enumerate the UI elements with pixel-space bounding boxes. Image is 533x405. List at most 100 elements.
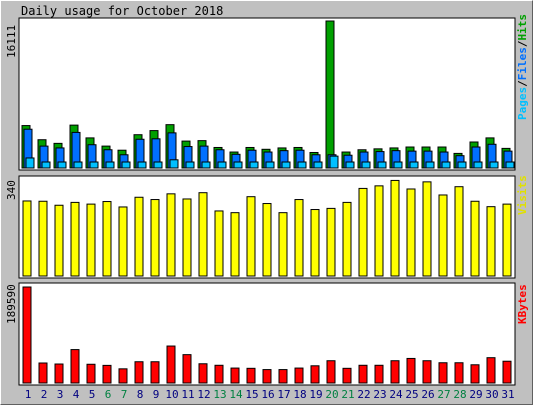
visits-bar xyxy=(134,196,144,277)
day-label: 15 xyxy=(245,388,258,401)
day-label: 16 xyxy=(261,388,274,401)
pages-bar xyxy=(153,161,163,169)
kbytes-bar xyxy=(422,360,432,384)
visits-bar xyxy=(118,206,128,277)
visits-bar xyxy=(390,179,400,277)
day-label: 10 xyxy=(165,388,178,401)
visits-bar xyxy=(102,201,112,277)
legend-hits: Hits xyxy=(516,14,529,41)
visits-bar xyxy=(278,212,288,277)
pages-bar xyxy=(345,161,355,169)
day-label: 22 xyxy=(357,388,370,401)
kbytes-bar xyxy=(454,362,464,384)
kbytes-bar xyxy=(118,368,128,384)
kbytes-bar xyxy=(102,364,112,384)
kbytes-bar xyxy=(470,364,480,384)
day-label: 29 xyxy=(469,388,482,401)
kbytes-bar xyxy=(374,364,384,384)
day-label: 23 xyxy=(373,388,386,401)
pages-bar xyxy=(217,161,227,169)
kbytes-bar xyxy=(214,364,224,384)
visits-bar xyxy=(342,201,352,277)
visits-bar xyxy=(166,193,176,277)
day-label: 14 xyxy=(229,388,243,401)
kbytes-bar xyxy=(54,363,64,384)
hits-legend: Pages/Files/Hits xyxy=(516,14,529,120)
visits-bar xyxy=(22,200,32,277)
pages-bar xyxy=(121,161,131,169)
pages-bar xyxy=(457,161,467,169)
kbytes-panel xyxy=(18,282,516,386)
visits-bar xyxy=(486,206,496,277)
legend-files: Files xyxy=(516,47,529,80)
pages-bar xyxy=(489,161,499,169)
kbytes-bar xyxy=(502,360,512,384)
pages-bar xyxy=(473,161,483,169)
day-label: 5 xyxy=(89,388,96,401)
day-label: 11 xyxy=(181,388,194,401)
day-label: 27 xyxy=(437,388,450,401)
pages-bar xyxy=(169,159,179,169)
pages-bar xyxy=(393,161,403,169)
day-label: 6 xyxy=(105,388,112,401)
kbytes-bar xyxy=(390,360,400,384)
hits-ymax-label: 16111 xyxy=(5,25,18,58)
pages-bar xyxy=(377,161,387,169)
kbytes-bar xyxy=(486,357,496,384)
day-label: 9 xyxy=(153,388,160,401)
pages-bar xyxy=(185,161,195,169)
day-label: 31 xyxy=(501,388,514,401)
pages-bar xyxy=(233,161,243,169)
pages-bar xyxy=(505,161,515,169)
visits-bar xyxy=(54,204,64,277)
pages-bar xyxy=(249,161,259,169)
visits-bar xyxy=(70,201,80,277)
kbytes-bar xyxy=(182,354,192,384)
day-label: 1 xyxy=(25,388,32,401)
kbytes-bar xyxy=(326,360,336,384)
visits-bar xyxy=(470,200,480,277)
pages-bar xyxy=(105,161,115,169)
visits-bar xyxy=(262,203,272,277)
pages-bar xyxy=(281,161,291,169)
kbytes-bar xyxy=(358,364,368,384)
kbytes-ymax-label: 189590 xyxy=(5,284,18,324)
pages-bar xyxy=(41,161,51,169)
visits-bar xyxy=(230,212,240,277)
kbytes-bar xyxy=(342,367,352,384)
pages-bar xyxy=(297,161,307,169)
pages-bar xyxy=(73,161,83,169)
day-label: 21 xyxy=(341,388,354,401)
kbytes-legend: KBytes xyxy=(516,284,529,324)
legend-pages: Pages xyxy=(516,87,529,120)
visits-bar xyxy=(374,185,384,277)
pages-bar xyxy=(441,161,451,169)
day-label: 17 xyxy=(277,388,290,401)
pages-bar xyxy=(361,161,371,169)
hits-bar xyxy=(325,20,335,169)
day-label: 24 xyxy=(389,388,403,401)
day-label: 28 xyxy=(453,388,466,401)
visits-bar xyxy=(422,181,432,277)
kbytes-bar xyxy=(278,369,288,384)
day-label: 26 xyxy=(421,388,434,401)
visits-bar xyxy=(454,186,464,277)
pages-bar xyxy=(329,155,339,169)
kbytes-bar xyxy=(246,367,256,384)
legend-sep-1: / xyxy=(516,80,529,87)
kbytes-bar xyxy=(38,362,48,384)
pages-bar xyxy=(201,161,211,169)
visits-bar xyxy=(198,192,208,277)
pages-bar xyxy=(57,161,67,169)
visits-legend: Visits xyxy=(516,175,529,215)
day-label: 25 xyxy=(405,388,418,401)
day-label: 2 xyxy=(41,388,48,401)
visits-bar xyxy=(294,199,304,277)
chart-title: Daily usage for October 2018 xyxy=(21,4,223,18)
pages-bar xyxy=(313,161,323,169)
day-label: 30 xyxy=(485,388,498,401)
day-label: 3 xyxy=(57,388,64,401)
visits-bar xyxy=(310,209,320,277)
kbytes-bar xyxy=(406,357,416,384)
